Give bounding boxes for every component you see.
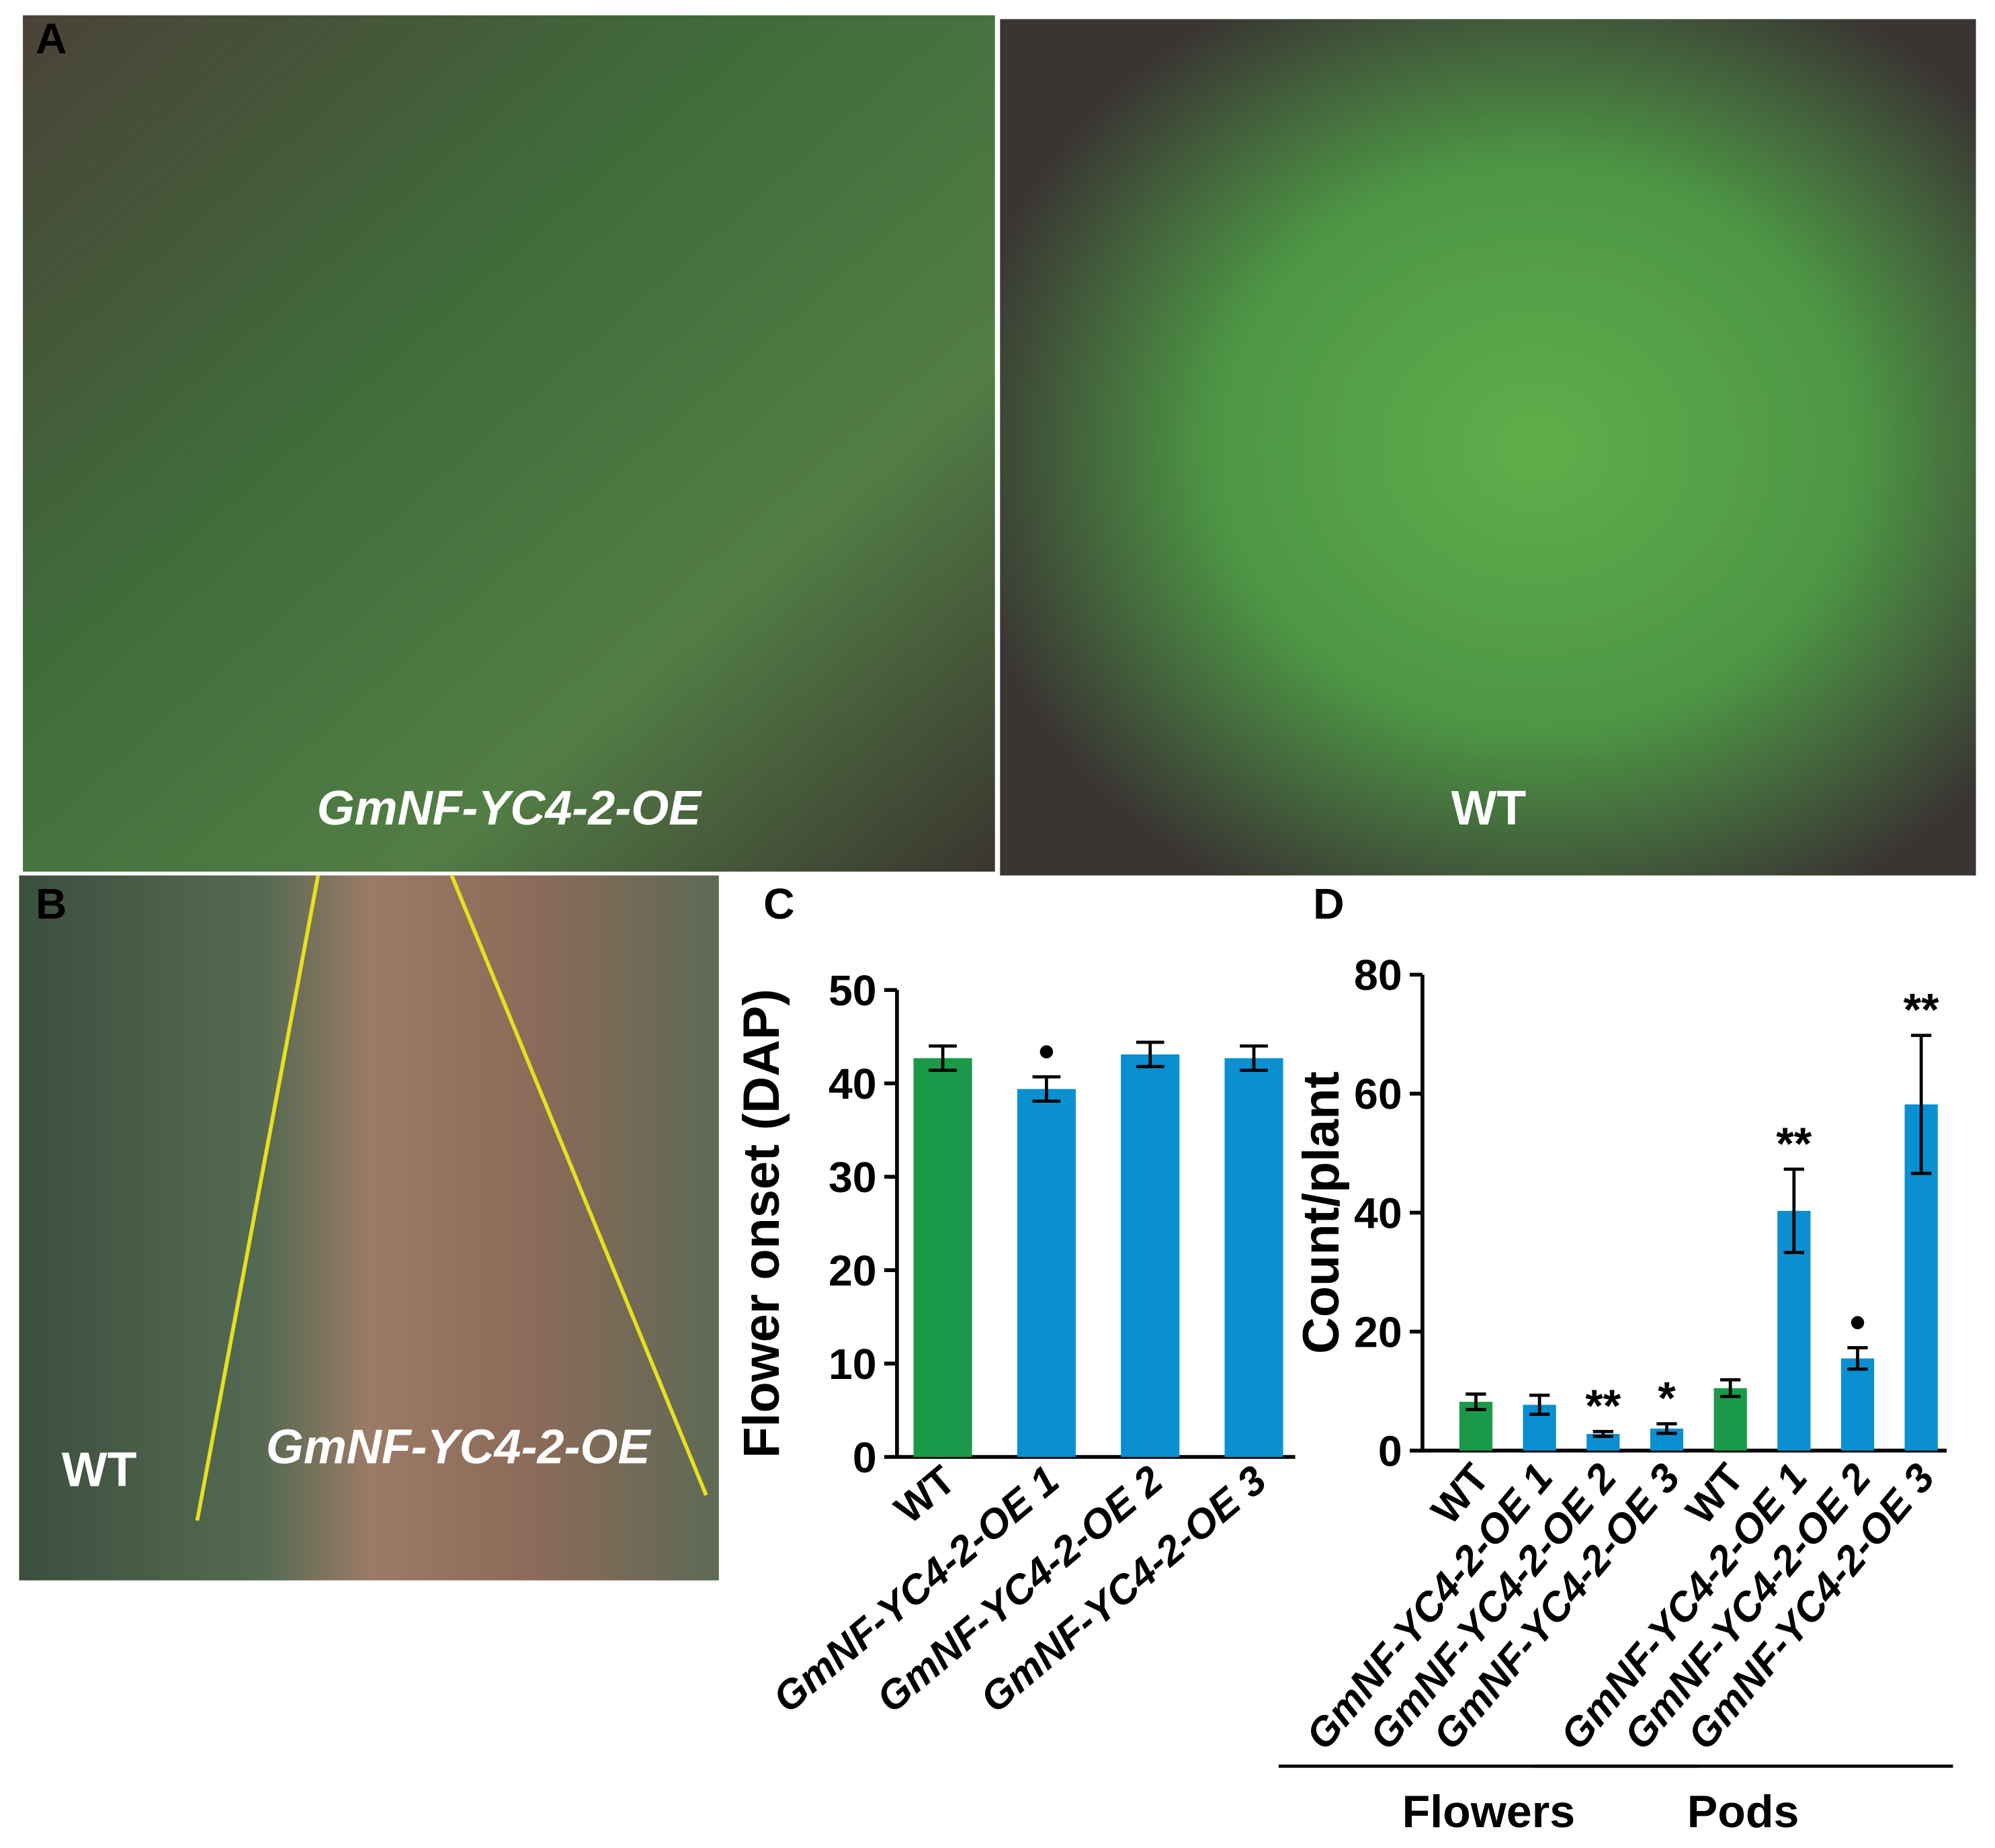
error-bar <box>929 1044 957 1073</box>
bar <box>1121 1054 1180 1458</box>
y-axis-label: Flower onset (DAP) <box>733 989 790 1458</box>
string-line <box>195 875 321 1521</box>
error-bar <box>1032 1075 1061 1103</box>
significance: • <box>1850 1296 1866 1347</box>
group-label: Pods <box>1687 1786 1799 1837</box>
photo-label: GmNF-YC4-2-OE <box>317 782 703 835</box>
panel-letter: A <box>36 15 67 63</box>
panel-letter: C <box>763 880 794 928</box>
y-tick-label: 0 <box>1378 1427 1402 1475</box>
y-axis-label: Count/plant <box>1293 1071 1350 1354</box>
y-tick-label: 50 <box>829 966 877 1015</box>
group-label: Flowers <box>1402 1786 1576 1837</box>
string-line <box>450 874 708 1496</box>
y-tick-label: 30 <box>829 1153 877 1202</box>
bar <box>1017 1089 1076 1458</box>
x-tick-label: WT <box>886 1457 964 1533</box>
y-tick-label: 20 <box>1354 1308 1402 1356</box>
bar <box>1224 1058 1283 1458</box>
significance: ** <box>1904 984 1940 1036</box>
error-bar <box>1529 1393 1550 1416</box>
y-tick-label: 40 <box>829 1060 877 1108</box>
bar <box>1840 1358 1875 1451</box>
y-tick-label: 40 <box>1354 1189 1402 1237</box>
bar <box>913 1058 972 1458</box>
error-bar <box>1911 1034 1932 1175</box>
error-bar <box>1240 1044 1268 1073</box>
photo-a-right <box>1000 19 1976 876</box>
photo-label: WT <box>1451 782 1526 835</box>
significance: • <box>1038 1025 1054 1077</box>
y-tick-label: 20 <box>829 1247 877 1295</box>
photo-label: GmNF-YC4-2-OE <box>266 1421 652 1474</box>
error-bar <box>1720 1378 1741 1398</box>
y-tick-label: 10 <box>829 1340 877 1388</box>
error-bar <box>1656 1422 1677 1435</box>
error-bar <box>1593 1429 1613 1438</box>
panel-letter: D <box>1313 880 1344 928</box>
error-bar <box>1783 1167 1804 1255</box>
panel-letter: B <box>36 880 67 928</box>
significance: * <box>1658 1373 1676 1424</box>
error-bar <box>1847 1346 1868 1371</box>
y-tick-label: 80 <box>1354 951 1402 999</box>
photo-a-left <box>23 15 995 872</box>
photo-label: WT <box>62 1443 137 1497</box>
photo-b <box>19 875 719 1581</box>
significance: ** <box>1776 1118 1812 1169</box>
y-tick-label: 60 <box>1354 1070 1402 1118</box>
error-bar <box>1466 1392 1486 1411</box>
significance: ** <box>1585 1380 1621 1431</box>
y-tick-label: 0 <box>853 1433 877 1482</box>
bar <box>1713 1388 1747 1451</box>
error-bar <box>1136 1040 1164 1068</box>
